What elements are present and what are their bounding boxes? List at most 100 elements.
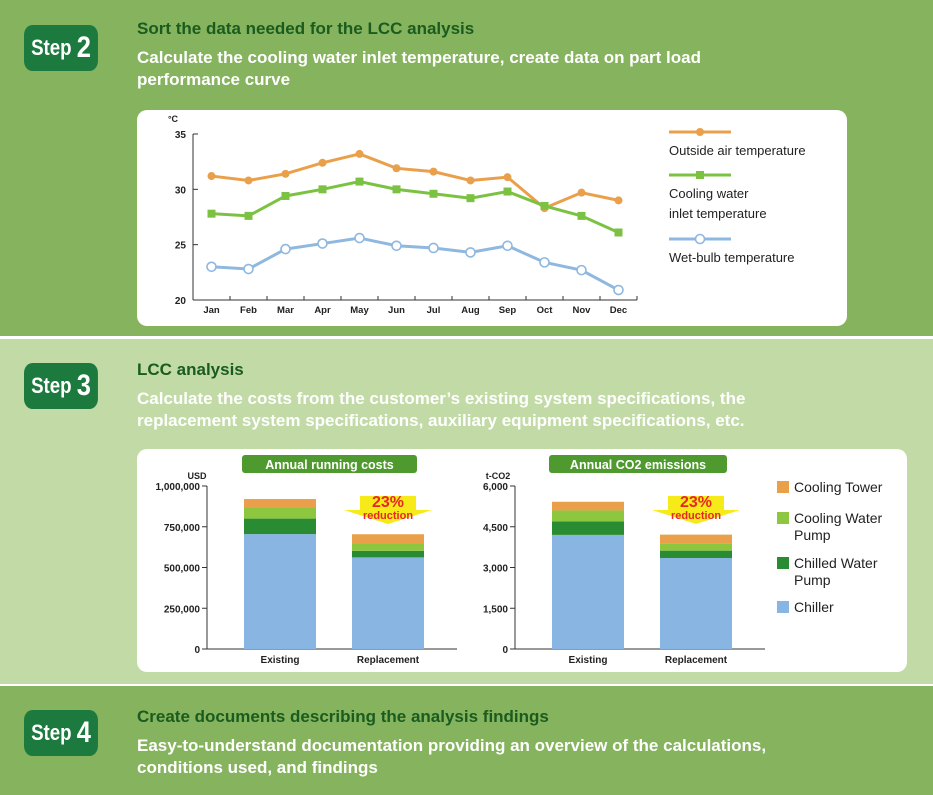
legend-label: Cooling Water [794, 510, 883, 526]
series-line-2 [211, 236, 620, 292]
x-tick-label: Apr [314, 305, 331, 316]
data-point [503, 173, 512, 182]
legend-label: Cooling Tower [794, 479, 883, 495]
data-point [428, 242, 439, 254]
bar-segment-cooling-tower [552, 501, 624, 511]
data-point [318, 158, 327, 167]
reduction-arrow-icon [344, 496, 432, 524]
data-point [317, 238, 328, 249]
reduction-percentage: 23% [372, 494, 404, 511]
data-point [502, 240, 513, 252]
data-point [466, 194, 475, 203]
x-tick-label: Jun [388, 305, 405, 316]
data-point [318, 185, 327, 194]
step4-desc-line1: Easy-to-understand documentation providi… [137, 736, 767, 755]
bar-segment-cooling-water-pump [352, 543, 424, 551]
data-point [614, 196, 623, 205]
x-tick-label: Existing [569, 655, 608, 666]
data-point [355, 149, 364, 158]
bar-segment-cooling-tower [244, 499, 316, 509]
co2-emissions-chart: Annual CO2 emissions t-CO2 0 1,500 3,000 4,50… [483, 455, 765, 666]
x-tick-label: Jan [203, 305, 220, 316]
chart-title: Annual running costs [265, 458, 394, 472]
x-tick-label: Existing [261, 655, 300, 666]
step3-badge-word: Step [31, 373, 72, 398]
step3-desc-line2: replacement system specifications, auxil… [137, 411, 745, 430]
step4-section [0, 686, 933, 795]
bar-segment-cooling-water-pump [244, 508, 316, 519]
step2-badge-number: 2 [76, 31, 91, 64]
data-point [577, 211, 586, 220]
x-tick-label: Feb [240, 305, 257, 316]
data-point [354, 232, 365, 244]
data-point [540, 201, 549, 210]
legend-marker [696, 128, 704, 136]
step3-title: LCC analysis [137, 360, 244, 379]
data-point [281, 191, 290, 200]
step4-badge-number: 4 [76, 716, 91, 749]
running-costs-chart: Annual running costs USD 0 250,000 500,000 75… [156, 455, 457, 666]
data-point [466, 176, 475, 185]
y-tick-label: 25 [175, 241, 187, 252]
legend-label: inlet temperature [669, 206, 767, 221]
y-tick-label: 4,500 [483, 523, 508, 534]
y-tick-label: 750,000 [164, 523, 201, 534]
y-tick-label: 35 [175, 130, 187, 141]
step4-title: Create documents describing the analysis… [137, 707, 549, 726]
legend-swatch [777, 481, 789, 493]
data-point [465, 247, 476, 258]
x-tick-label: Replacement [357, 655, 420, 666]
lcc-bar-charts-card: Annual running costs USD 0 250,000 500,000 75… [137, 449, 907, 672]
data-point [577, 188, 586, 197]
y-tick-label: 250,000 [164, 604, 201, 615]
y-tick-label: 6,000 [483, 482, 508, 493]
step3-badge-number: 3 [76, 369, 91, 402]
y-tick-label: 30 [175, 185, 187, 196]
reduction-percentage: 23% [680, 494, 712, 511]
legend-label: Wet-bulb temperature [669, 250, 795, 265]
bar-segment-chiller [552, 534, 624, 649]
data-point [503, 187, 512, 196]
bar-segment-chiller [244, 534, 316, 649]
x-tick-label: May [350, 305, 369, 316]
x-tick-label: Jul [427, 305, 441, 316]
step2-desc-line1: Calculate the cooling water inlet temper… [137, 48, 701, 67]
y-tick-label: 3,000 [483, 564, 508, 575]
x-tick-label: Mar [277, 305, 294, 316]
legend-label: Pump [794, 527, 831, 543]
legend-label: Outside air temperature [669, 143, 806, 158]
data-point [392, 164, 401, 173]
data-point [576, 264, 587, 276]
temperature-line-chart: °C 20 25 30 35 Jan Feb Mar Apr May Jun Jul Aug Sep Oct… [168, 114, 806, 316]
step3-description: Calculate the costs from the customer’s … [137, 388, 917, 432]
legend-swatch [777, 557, 789, 569]
legend-marker [694, 233, 706, 245]
legend-label: Chiller [794, 599, 834, 615]
data-point [429, 189, 438, 198]
data-point [614, 228, 623, 237]
step4-desc-line2: conditions used, and findings [137, 758, 378, 777]
legend-label: Chilled Water [794, 555, 878, 571]
series-line-1 [211, 180, 620, 234]
x-tick-label: Nov [573, 305, 592, 316]
lcc-bar-charts: Annual running costs USD 0 250,000 500,000 75… [156, 455, 883, 666]
step4-badge: Step 4 [24, 710, 98, 756]
chart-title-box [242, 455, 417, 473]
bar-segment-chilled-water-pump [660, 550, 732, 558]
legend-swatch [777, 601, 789, 613]
step2-badge-word: Step [31, 35, 72, 60]
bar-segment-cooling-tower [352, 534, 424, 544]
step3-badge: Step 3 [24, 363, 98, 409]
x-tick-label: Dec [610, 305, 627, 316]
y-tick-label: 20 [175, 296, 187, 307]
reduction-label: reduction [363, 510, 413, 522]
chart-title: Annual CO2 emissions [570, 458, 706, 472]
y-axis-unit: t-CO2 [486, 471, 511, 481]
data-point [613, 284, 624, 296]
y-tick-label: 1,000,000 [156, 482, 201, 493]
bar-segment-chiller [660, 557, 732, 649]
legend-marker [696, 171, 704, 179]
temperature-chart-card: °C 20 25 30 35 Jan Feb Mar Apr May Jun Jul Aug Sep Oct… [137, 110, 847, 326]
bar-segment-cooling-water-pump [660, 543, 732, 551]
